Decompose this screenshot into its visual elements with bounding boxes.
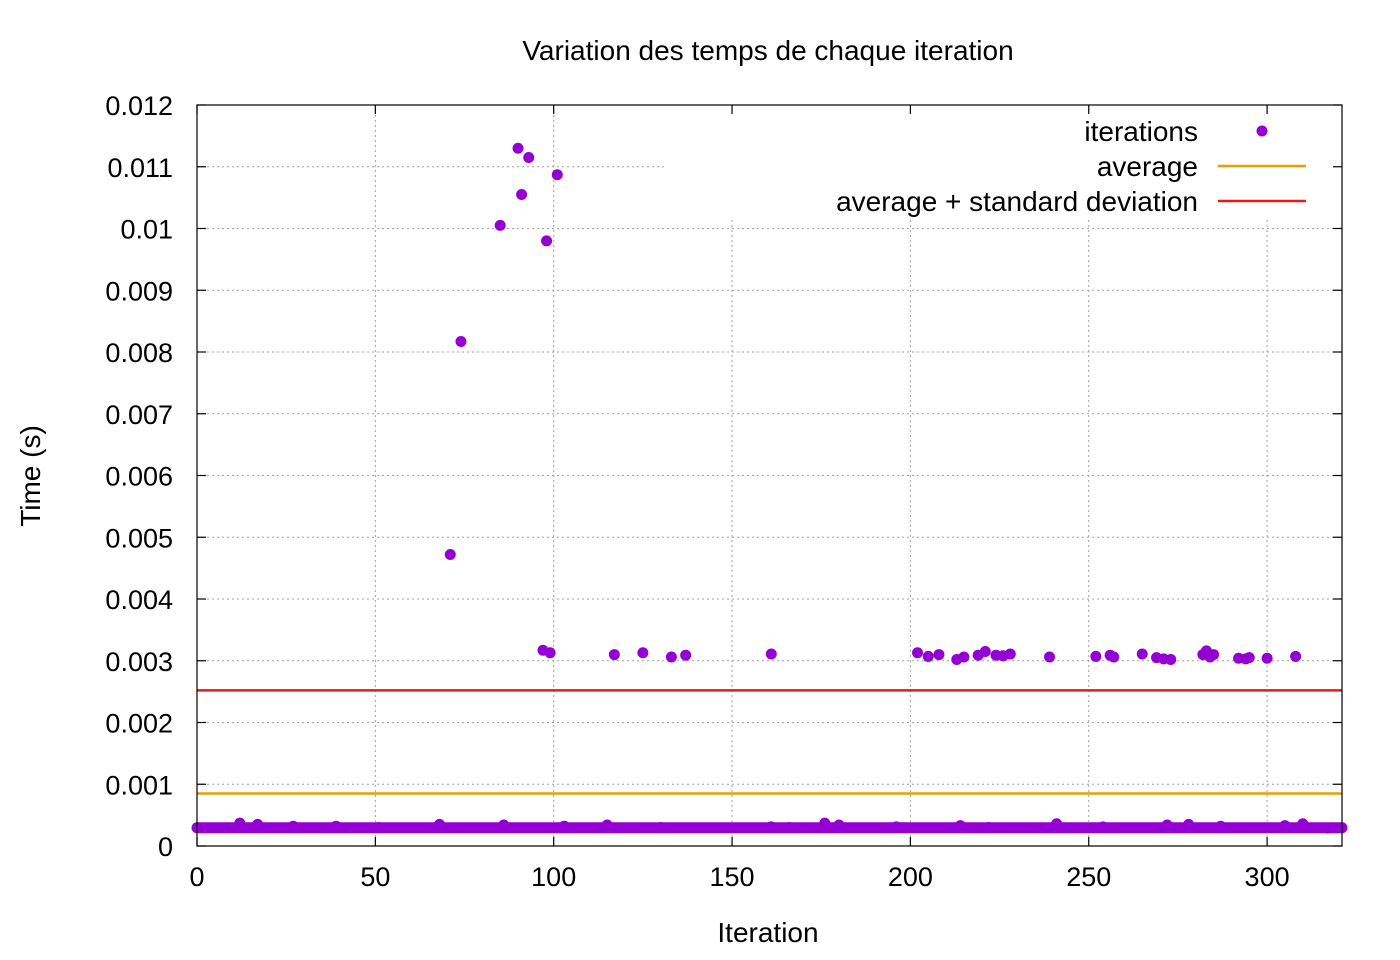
data-point-8 <box>601 819 613 831</box>
data-point-21 <box>1215 820 1227 832</box>
data-point-12 <box>819 817 831 829</box>
data-point-22 <box>1279 820 1291 832</box>
data-layer <box>191 142 1348 834</box>
y-tick-label-10: 0.01 <box>120 215 173 245</box>
data-point-6 <box>498 819 510 831</box>
data-point-13 <box>833 819 845 831</box>
data-point-53 <box>1108 651 1120 663</box>
data-point-65 <box>1261 652 1273 664</box>
y-tick-label-12: 0.012 <box>105 91 173 121</box>
data-point-26 <box>455 336 467 348</box>
data-point-33 <box>544 647 556 659</box>
data-point-16 <box>983 821 995 833</box>
data-point-54 <box>1136 648 1148 660</box>
data-point-36 <box>637 647 649 659</box>
data-point-27 <box>494 219 506 231</box>
data-point-3 <box>330 820 342 832</box>
data-point-24 <box>1322 822 1334 834</box>
y-tick-label-8: 0.008 <box>105 338 173 368</box>
chart-title: Variation des temps de chaque iteration <box>522 35 1013 66</box>
data-point-25 <box>444 549 456 561</box>
legend: iterations average average + standard de… <box>836 116 1306 217</box>
data-point-57 <box>1165 654 1177 666</box>
legend-swatch-0 <box>1256 125 1268 137</box>
data-point-0 <box>234 817 246 829</box>
y-axis-title: Time (s) <box>15 425 46 527</box>
y-tick-label-6: 0.006 <box>105 462 173 492</box>
x-tick-label-1: 50 <box>360 862 390 892</box>
data-point-39 <box>765 648 777 660</box>
data-point-41 <box>922 650 934 662</box>
x-tick-label-4: 200 <box>888 862 933 892</box>
data-point-17 <box>1051 818 1063 830</box>
data-point-66 <box>1290 650 1302 662</box>
legend-label-average-plus-std: average + standard deviation <box>836 186 1198 217</box>
x-tick-label-2: 100 <box>531 862 576 892</box>
data-point-11 <box>783 821 795 833</box>
data-point-37 <box>665 651 677 663</box>
data-point-51 <box>1090 650 1102 662</box>
grid-lines <box>197 105 1342 846</box>
x-tick-label-6: 300 <box>1245 862 1290 892</box>
legend-label-iterations: iterations <box>1084 116 1198 147</box>
data-point-42 <box>933 649 945 661</box>
data-point-10 <box>765 821 777 833</box>
data-point-28 <box>512 142 524 154</box>
y-tick-label-11: 0.011 <box>107 153 173 183</box>
axes: 0 50 100 150 200 250 300 0 0.001 0.002 0.003 0.004 0… <box>105 91 1343 892</box>
y-tick-label-1: 0.001 <box>105 770 173 800</box>
data-point-64 <box>1243 652 1255 664</box>
y-tick-label-7: 0.007 <box>105 400 173 430</box>
data-point-50 <box>1044 651 1056 663</box>
data-point-5 <box>434 818 446 830</box>
data-point-20 <box>1183 818 1195 830</box>
y-tick-label-9: 0.009 <box>105 276 173 306</box>
data-point-32 <box>541 235 553 247</box>
data-point-4 <box>373 821 385 833</box>
data-point-40 <box>912 647 924 659</box>
data-point-44 <box>958 651 970 663</box>
data-point-19 <box>1161 819 1173 831</box>
data-point-2 <box>287 820 299 832</box>
y-tick-label-0: 0 <box>158 832 173 862</box>
data-point-15 <box>954 820 966 832</box>
data-point-23 <box>1297 818 1309 830</box>
data-point-61 <box>1208 649 1220 661</box>
data-point-35 <box>608 649 620 661</box>
x-tick-label-3: 150 <box>710 862 755 892</box>
legend-background <box>665 108 1339 218</box>
y-tick-label-5: 0.005 <box>105 523 173 553</box>
data-point-38 <box>680 649 692 661</box>
data-point-49 <box>1004 648 1016 660</box>
data-point-29 <box>516 189 528 201</box>
data-point-14 <box>890 821 902 833</box>
data-point-7 <box>558 820 570 832</box>
x-axis-title: Iteration <box>717 917 818 948</box>
data-point-34 <box>551 169 563 181</box>
legend-label-average: average <box>1097 151 1198 182</box>
data-point-18 <box>1097 821 1109 833</box>
y-tick-label-3: 0.003 <box>105 647 173 677</box>
y-tick-label-4: 0.004 <box>105 585 173 615</box>
y-tick-label-2: 0.002 <box>105 709 173 739</box>
x-tick-label-0: 0 <box>189 862 204 892</box>
data-point-46 <box>979 645 991 657</box>
data-point-9 <box>655 821 667 833</box>
data-point-1 <box>252 818 264 830</box>
x-tick-label-5: 250 <box>1066 862 1111 892</box>
data-point-30 <box>523 151 535 163</box>
